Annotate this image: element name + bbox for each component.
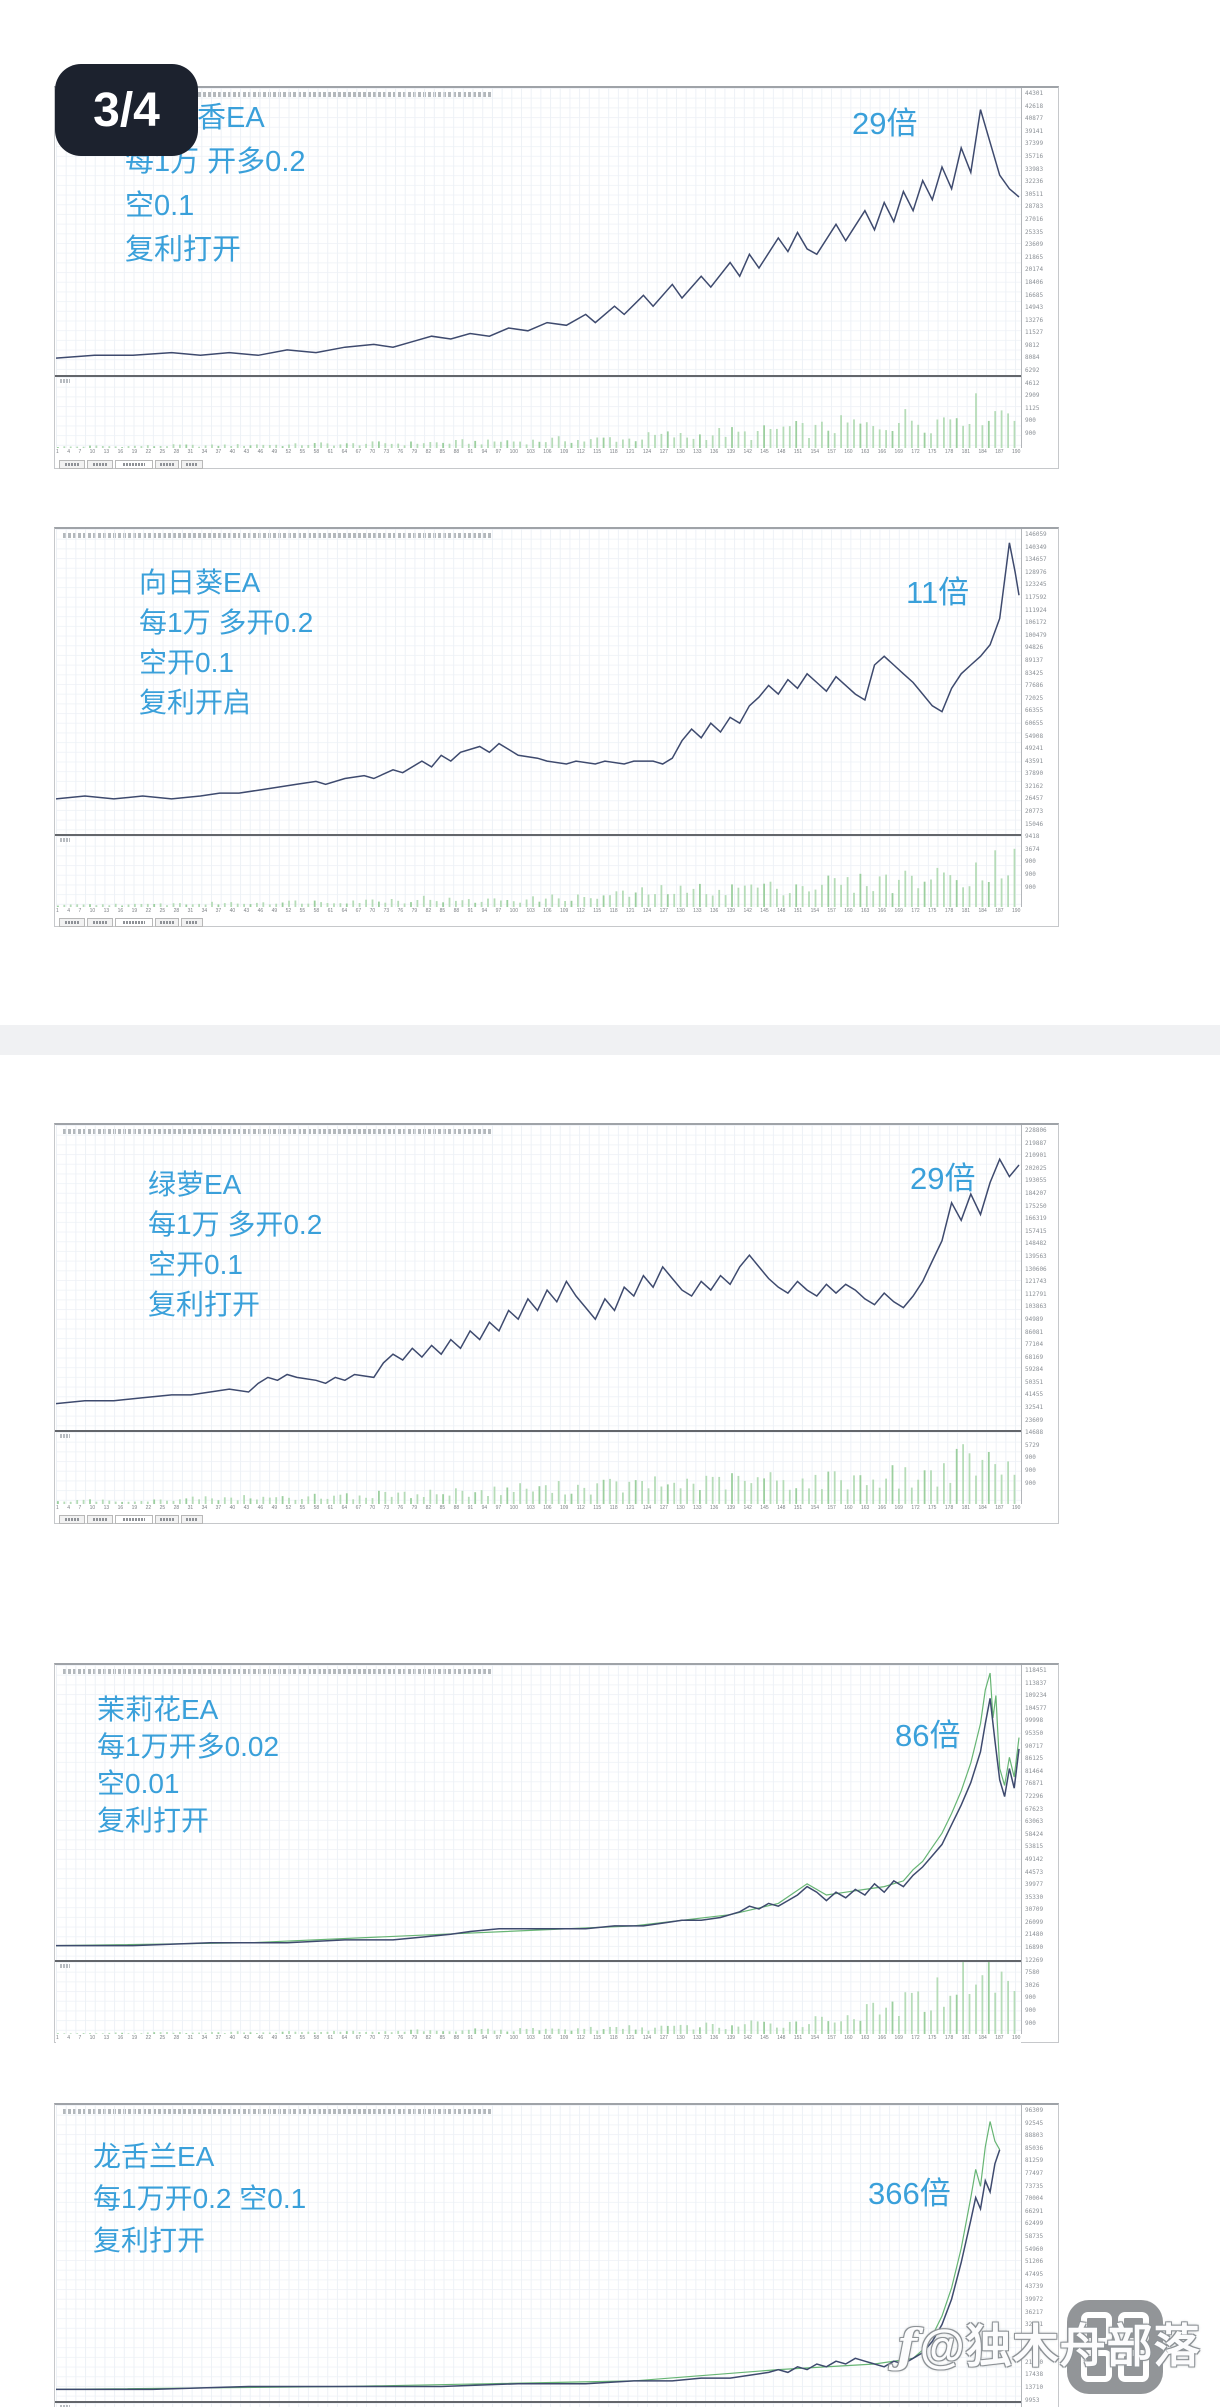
multiplier-label: 29倍 bbox=[852, 106, 918, 141]
volume-bars bbox=[57, 1962, 1016, 2034]
report-tab-row[interactable] bbox=[59, 460, 203, 469]
chart-panel-5: 96309 92545 88803 85036 81259 77497 7373… bbox=[54, 2103, 1059, 2407]
main-plot bbox=[56, 1665, 1021, 1960]
report-tab[interactable] bbox=[59, 460, 85, 469]
report-tab[interactable] bbox=[59, 918, 85, 927]
right-price-axis: 118451 113837 109234 104577 99998 95350 … bbox=[1021, 1665, 1058, 2034]
report-tab[interactable] bbox=[181, 918, 203, 927]
equity-line bbox=[56, 109, 1020, 359]
report-tab[interactable] bbox=[87, 460, 113, 469]
right-price-axis: 96309 92545 88803 85036 81259 77497 7373… bbox=[1021, 2105, 1058, 2407]
x-axis-ticks: 1 4 7 10 13 16 19 22 25 28 31 34 37 40 43 46 49 52 55 58 61 6… bbox=[56, 1504, 1021, 1514]
volume-pane bbox=[56, 1962, 1021, 2034]
equity-line bbox=[56, 542, 1020, 800]
x-axis-ticks: 1 4 7 10 13 16 19 22 25 28 31 34 37 40 43 46 49 52 55 58 61 6… bbox=[56, 907, 1021, 917]
pane-divider bbox=[55, 1960, 1058, 1962]
main-plot bbox=[56, 88, 1021, 375]
volume-pane-label bbox=[60, 1964, 70, 1968]
volume-bars bbox=[57, 393, 1016, 448]
slide-counter-badge: 3/4 bbox=[55, 64, 198, 156]
chart-panel-4: 118451 113837 109234 104577 99998 95350 … bbox=[54, 1663, 1059, 2045]
report-tab[interactable] bbox=[115, 460, 153, 469]
report-tab[interactable] bbox=[115, 918, 153, 927]
chart-panel-3: 228806 219887 210901 202025 193055 18420… bbox=[54, 1123, 1059, 1524]
volume-pane bbox=[56, 377, 1021, 448]
report-tab[interactable] bbox=[181, 460, 203, 469]
multiplier-label: 29倍 bbox=[910, 1161, 976, 1196]
main-plot bbox=[56, 2105, 1021, 2401]
pane-divider bbox=[55, 834, 1058, 836]
volume-pane bbox=[56, 1432, 1021, 1504]
equity-line bbox=[56, 1157, 1020, 1405]
right-price-axis: 146059 140349 134657 128976 123245 11759… bbox=[1021, 529, 1058, 907]
report-tab[interactable] bbox=[115, 1515, 153, 1524]
pane-divider bbox=[55, 2401, 1058, 2403]
volume-pane-label bbox=[60, 838, 70, 842]
pane-divider bbox=[55, 1430, 1058, 1432]
report-tab[interactable] bbox=[155, 460, 179, 469]
report-tab-row[interactable] bbox=[59, 1515, 203, 1524]
volume-pane bbox=[56, 2403, 1021, 2407]
volume-pane bbox=[56, 836, 1021, 907]
right-price-axis: 228806 219887 210901 202025 193055 18420… bbox=[1021, 1125, 1058, 1504]
watermark-app-logo bbox=[1067, 2300, 1163, 2394]
volume-pane-label bbox=[60, 1434, 70, 1438]
chart-panel-1: 44301 42618 40877 39141 37399 35716 3398… bbox=[54, 86, 1059, 469]
multiplier-label: 366倍 bbox=[868, 2176, 951, 2211]
balance-line bbox=[56, 2121, 1001, 2390]
multiplier-label: 86倍 bbox=[895, 1718, 961, 1753]
grid-logo-icon bbox=[1081, 2312, 1149, 2382]
volume-bars bbox=[57, 848, 1016, 907]
report-tab[interactable] bbox=[59, 1515, 85, 1524]
main-plot bbox=[56, 1125, 1021, 1430]
volume-bars bbox=[57, 1444, 1016, 1504]
equity-line bbox=[56, 2149, 1001, 2391]
chart-panel-2: 146059 140349 134657 128976 123245 11759… bbox=[54, 527, 1059, 927]
equity-line bbox=[56, 1698, 1020, 1947]
x-axis-ticks: 1 4 7 10 13 16 19 22 25 28 31 34 37 40 43 46 49 52 55 58 61 6… bbox=[56, 448, 1021, 459]
x-axis-ticks: 1 4 7 10 13 16 19 22 25 28 31 34 37 40 43 46 49 52 55 58 61 6… bbox=[56, 2034, 1021, 2045]
main-plot bbox=[56, 529, 1021, 834]
report-tab-row[interactable] bbox=[59, 918, 203, 927]
report-tab[interactable] bbox=[87, 1515, 113, 1524]
report-tab[interactable] bbox=[155, 918, 179, 927]
volume-pane-label bbox=[60, 379, 70, 383]
multiplier-label: 11倍 bbox=[906, 575, 970, 610]
separator-band bbox=[0, 1025, 1220, 1055]
pane-divider bbox=[55, 375, 1058, 377]
report-tab[interactable] bbox=[155, 1515, 179, 1524]
report-tab[interactable] bbox=[181, 1515, 203, 1524]
right-price-axis: 44301 42618 40877 39141 37399 35716 3398… bbox=[1021, 88, 1058, 448]
volume-pane-label bbox=[60, 2405, 70, 2407]
report-tab[interactable] bbox=[87, 918, 113, 927]
